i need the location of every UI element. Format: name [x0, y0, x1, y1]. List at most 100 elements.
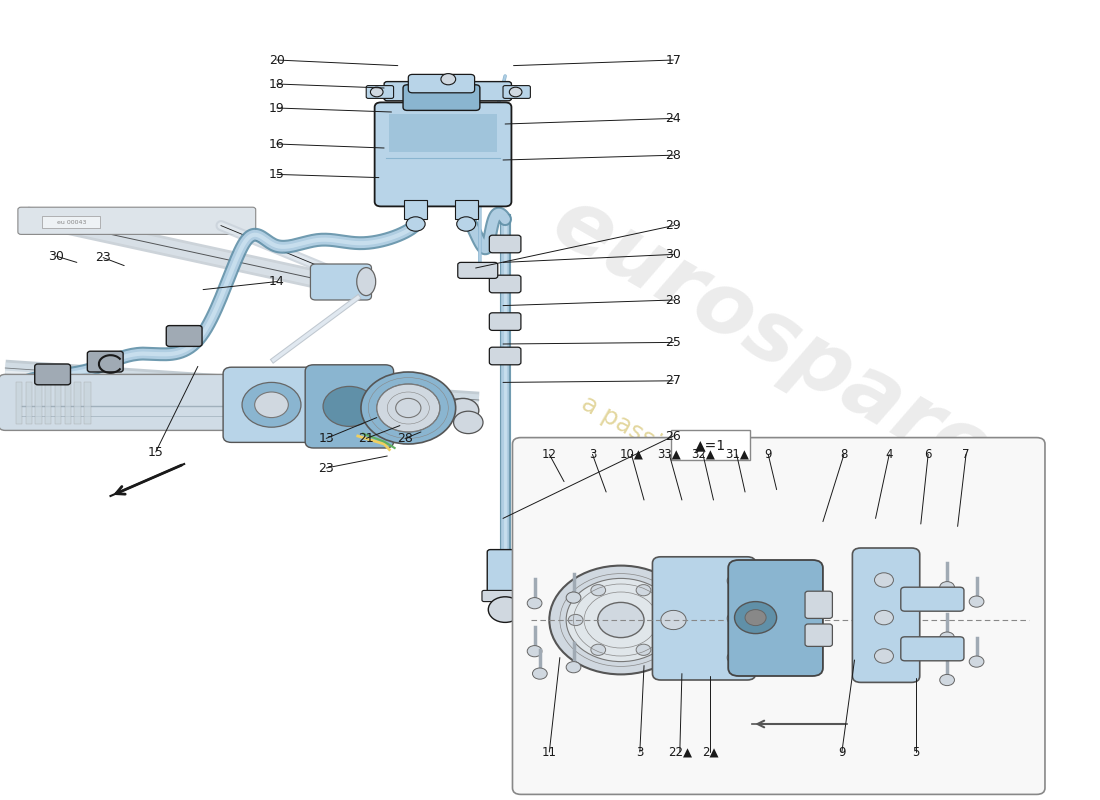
Bar — [25, 382, 32, 424]
Circle shape — [376, 384, 440, 432]
Bar — [55, 382, 62, 424]
FancyBboxPatch shape — [901, 637, 964, 661]
Circle shape — [396, 398, 421, 418]
Text: 28: 28 — [666, 294, 681, 306]
Text: 23: 23 — [96, 251, 111, 264]
FancyBboxPatch shape — [87, 351, 123, 372]
FancyBboxPatch shape — [805, 591, 833, 618]
FancyBboxPatch shape — [482, 590, 528, 602]
Bar — [85, 382, 90, 424]
FancyBboxPatch shape — [852, 548, 920, 682]
Text: 28: 28 — [666, 149, 681, 162]
Circle shape — [735, 602, 777, 634]
FancyBboxPatch shape — [652, 557, 756, 680]
Circle shape — [242, 382, 301, 427]
Bar — [437, 97, 460, 108]
Circle shape — [939, 674, 955, 686]
Text: 16: 16 — [268, 138, 285, 150]
FancyBboxPatch shape — [901, 587, 964, 611]
Circle shape — [939, 582, 955, 593]
Circle shape — [745, 610, 766, 626]
Circle shape — [939, 632, 955, 643]
Text: 19: 19 — [268, 102, 285, 114]
FancyBboxPatch shape — [366, 86, 394, 98]
Text: 10▲: 10▲ — [619, 448, 644, 461]
Text: 22▲: 22▲ — [668, 746, 692, 758]
Circle shape — [727, 611, 746, 626]
Text: 3: 3 — [636, 746, 644, 758]
Bar — [45, 382, 52, 424]
Text: 4: 4 — [886, 448, 893, 461]
Bar — [15, 382, 22, 424]
Circle shape — [566, 578, 675, 662]
Circle shape — [591, 644, 606, 655]
Circle shape — [456, 217, 475, 231]
Circle shape — [255, 392, 288, 418]
Text: 13: 13 — [318, 432, 334, 445]
FancyBboxPatch shape — [490, 235, 521, 253]
Circle shape — [874, 649, 893, 663]
Bar — [454, 200, 477, 219]
Bar — [671, 430, 750, 460]
Text: 26: 26 — [666, 430, 681, 442]
FancyBboxPatch shape — [35, 364, 70, 385]
Text: 23: 23 — [318, 462, 334, 474]
Text: 17: 17 — [666, 54, 681, 66]
Text: 30: 30 — [47, 250, 64, 262]
Circle shape — [597, 602, 644, 638]
Text: 31▲: 31▲ — [725, 448, 749, 461]
Text: 12: 12 — [542, 448, 557, 461]
Circle shape — [566, 592, 581, 603]
Text: 14: 14 — [268, 275, 285, 288]
FancyBboxPatch shape — [0, 374, 243, 430]
FancyBboxPatch shape — [166, 326, 202, 346]
Text: 18: 18 — [268, 78, 285, 90]
Circle shape — [527, 598, 542, 609]
Text: 5: 5 — [912, 746, 920, 758]
Text: 25: 25 — [666, 336, 681, 349]
Circle shape — [527, 646, 542, 657]
Circle shape — [566, 662, 581, 673]
Circle shape — [532, 668, 547, 679]
Text: 20: 20 — [268, 54, 285, 66]
FancyBboxPatch shape — [375, 102, 512, 206]
FancyBboxPatch shape — [805, 624, 833, 646]
FancyBboxPatch shape — [310, 264, 372, 300]
Circle shape — [874, 610, 893, 625]
Bar — [404, 200, 427, 219]
FancyBboxPatch shape — [384, 82, 512, 101]
Circle shape — [509, 87, 522, 97]
Circle shape — [488, 597, 522, 622]
Text: 28: 28 — [397, 432, 414, 445]
Circle shape — [371, 87, 383, 97]
Circle shape — [727, 574, 746, 588]
Circle shape — [569, 614, 583, 626]
Text: 21: 21 — [359, 432, 374, 445]
FancyBboxPatch shape — [490, 275, 521, 293]
Text: 9: 9 — [764, 448, 772, 461]
Text: 15: 15 — [268, 168, 285, 181]
Circle shape — [659, 614, 673, 626]
Circle shape — [441, 74, 455, 85]
Text: 32▲: 32▲ — [691, 448, 715, 461]
Circle shape — [636, 585, 651, 596]
Text: 7: 7 — [962, 448, 970, 461]
Text: 24: 24 — [666, 112, 681, 125]
Text: a passion for parts since 1985: a passion for parts since 1985 — [578, 391, 917, 601]
Text: eurospares: eurospares — [538, 180, 1050, 524]
Bar — [42, 216, 100, 228]
FancyBboxPatch shape — [487, 550, 522, 598]
FancyBboxPatch shape — [18, 207, 255, 234]
Circle shape — [636, 644, 651, 655]
Text: eu 00043: eu 00043 — [57, 220, 86, 225]
Circle shape — [591, 585, 606, 596]
FancyBboxPatch shape — [305, 365, 394, 448]
Circle shape — [969, 656, 983, 667]
Circle shape — [323, 386, 376, 426]
FancyBboxPatch shape — [458, 262, 498, 278]
Text: 15: 15 — [147, 446, 164, 458]
Bar — [65, 382, 72, 424]
Text: 6: 6 — [924, 448, 932, 461]
FancyBboxPatch shape — [490, 347, 521, 365]
Ellipse shape — [356, 267, 376, 296]
